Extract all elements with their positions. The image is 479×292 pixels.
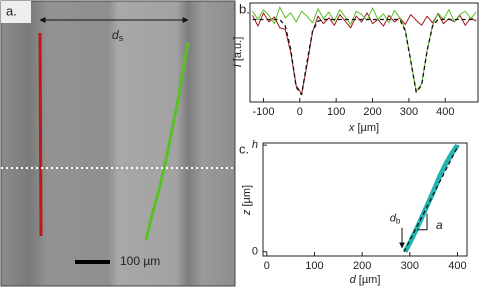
x-tick-label: 200: [363, 106, 381, 118]
x-tick-label: 0: [297, 106, 303, 118]
y-tick-label: 0: [252, 246, 258, 258]
symbol: d: [112, 28, 119, 42]
unit: [µm]: [359, 274, 381, 286]
unit: [µm]: [357, 122, 379, 134]
scale-label: 100 µm: [120, 254, 160, 268]
x-tick-label: 100: [305, 260, 323, 272]
y-tick-label: h: [252, 139, 258, 151]
y-axis-label: z [µm]: [241, 185, 253, 216]
panel-a: a. ds 100 µm: [0, 0, 236, 287]
symbol: I: [232, 64, 244, 67]
x-tick-label: 100: [327, 106, 345, 118]
data-line: [403, 144, 459, 253]
symbol: d: [350, 274, 357, 286]
db-label: db: [390, 213, 401, 226]
x-axis-label: x [µm]: [348, 122, 379, 134]
unit: [a.u.]: [232, 37, 244, 61]
green-trace: [144, 42, 190, 241]
plot-frame: [249, 2, 479, 103]
data-line: [252, 12, 477, 95]
micrograph: [0, 0, 236, 287]
x-tick-label: 400: [448, 260, 466, 272]
label-box: [1, 1, 31, 23]
panel-b: b. I [a.u.] x [µm] -100 0 100 200 300 400: [232, 1, 479, 134]
x-tick-label: 200: [353, 260, 371, 272]
slope-triangle: [417, 213, 428, 231]
slope-label: a: [436, 218, 443, 232]
subscript: b: [396, 217, 401, 226]
panel-label: a.: [6, 3, 17, 18]
unit: [µm]: [241, 185, 253, 207]
data-line: [402, 143, 460, 253]
x-tick-label: -100: [252, 106, 274, 118]
x-tick-label: 0: [264, 260, 270, 272]
distance-label: ds: [112, 28, 124, 43]
x-axis-label: d [µm]: [350, 274, 381, 286]
symbol: d: [390, 213, 397, 225]
y-axis-label: I [a.u.]: [232, 37, 244, 68]
panel-label: b.: [239, 1, 250, 16]
red-trace: [38, 32, 43, 237]
symbol: x: [348, 122, 355, 134]
x-tick-label: 400: [436, 106, 454, 118]
plot-frame: [262, 142, 468, 257]
symbol: z: [241, 209, 253, 216]
subscript: s: [119, 33, 124, 43]
x-tick-label: 300: [401, 260, 419, 272]
x-tick-label: 300: [400, 106, 418, 118]
panel-label: c.: [239, 141, 249, 156]
data-line: [252, 6, 477, 92]
